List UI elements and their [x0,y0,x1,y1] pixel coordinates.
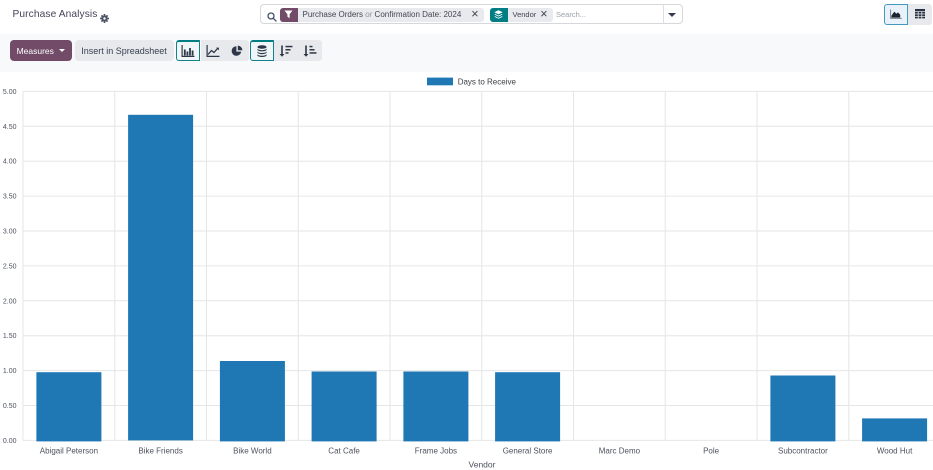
svg-text:2.00: 2.00 [3,298,17,305]
svg-text:Cat Cafe: Cat Cafe [328,447,360,456]
svg-text:Abigail Peterson: Abigail Peterson [40,447,98,456]
svg-text:2.50: 2.50 [3,263,17,270]
svg-text:Bike World: Bike World [233,447,272,456]
svg-text:General Store: General Store [503,447,553,456]
svg-text:0.50: 0.50 [3,403,17,410]
svg-text:Wood Hut: Wood Hut [877,447,913,456]
svg-text:Days to Receive: Days to Receive [458,78,517,87]
svg-text:0.00: 0.00 [3,438,17,445]
svg-text:1.50: 1.50 [3,333,17,340]
svg-text:3.00: 3.00 [3,229,17,236]
svg-text:3.50: 3.50 [3,194,17,201]
svg-text:Subcontractor: Subcontractor [778,447,828,456]
svg-text:1.00: 1.00 [3,368,17,375]
svg-text:Marc Demo: Marc Demo [599,447,641,456]
svg-text:Frame Jobs: Frame Jobs [415,447,457,456]
svg-text:5.00: 5.00 [3,89,17,96]
svg-text:Bike Friends: Bike Friends [138,447,182,456]
svg-text:4.50: 4.50 [3,124,17,131]
svg-text:Pole: Pole [703,447,720,456]
svg-text:4.00: 4.00 [3,159,17,166]
svg-text:Vendor: Vendor [469,459,496,469]
